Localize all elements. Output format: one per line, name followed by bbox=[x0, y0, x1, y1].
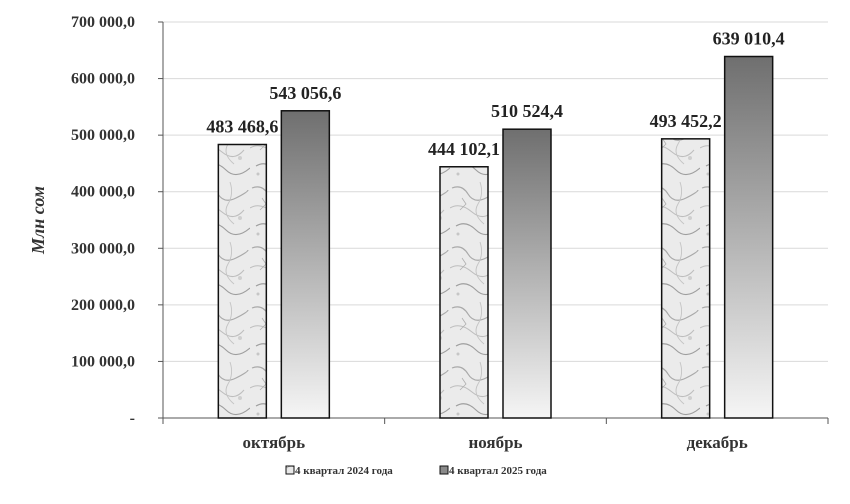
data-label: 483 468,6 bbox=[206, 116, 278, 136]
grid-lines bbox=[163, 21, 828, 362]
y-tick-label: - bbox=[130, 410, 135, 427]
bar-2024 bbox=[660, 138, 711, 419]
x-category-label: декабрь bbox=[687, 433, 748, 452]
data-label: 543 056,6 bbox=[269, 83, 341, 103]
y-tick-label: 300 000,0 bbox=[71, 240, 135, 257]
bars bbox=[217, 55, 774, 419]
bar-2024 bbox=[217, 143, 268, 419]
bar-2024 bbox=[439, 166, 489, 419]
x-category-label: октябрь bbox=[243, 433, 306, 452]
data-labels: 483 468,6 543 056,6 444 102,1 510 524,4 493 … bbox=[206, 29, 784, 159]
y-tick-label: 500 000,0 bbox=[71, 127, 135, 144]
legend: 4 квартал 2024 года 4 квартал 2025 года bbox=[285, 465, 547, 477]
bar-2025 bbox=[502, 128, 552, 419]
y-tick-label: 600 000,0 bbox=[71, 71, 135, 88]
data-label: 444 102,1 bbox=[428, 139, 500, 159]
data-label: 639 010,4 bbox=[713, 29, 785, 49]
data-label: 510 524,4 bbox=[491, 101, 563, 121]
x-category-label: ноябрь bbox=[468, 433, 522, 452]
legend-label: 4 квартал 2025 года bbox=[449, 465, 547, 477]
legend-swatch bbox=[439, 465, 449, 475]
legend-label: 4 квартал 2024 года bbox=[295, 465, 393, 477]
bar-2025 bbox=[723, 55, 774, 419]
y-axis-title: Млн сом bbox=[28, 186, 48, 255]
legend-swatch bbox=[285, 465, 295, 475]
bar-2025 bbox=[280, 110, 331, 419]
y-tick-label: 100 000,0 bbox=[71, 353, 135, 370]
y-tick-label: 400 000,0 bbox=[71, 184, 135, 201]
axes: - 100 000,0 200 000,0 300 000,0 400 000,0 500… bbox=[71, 14, 829, 452]
data-label: 493 452,2 bbox=[650, 111, 722, 131]
y-tick-label: 200 000,0 bbox=[71, 297, 135, 314]
y-tick-label: 700 000,0 bbox=[71, 14, 135, 31]
